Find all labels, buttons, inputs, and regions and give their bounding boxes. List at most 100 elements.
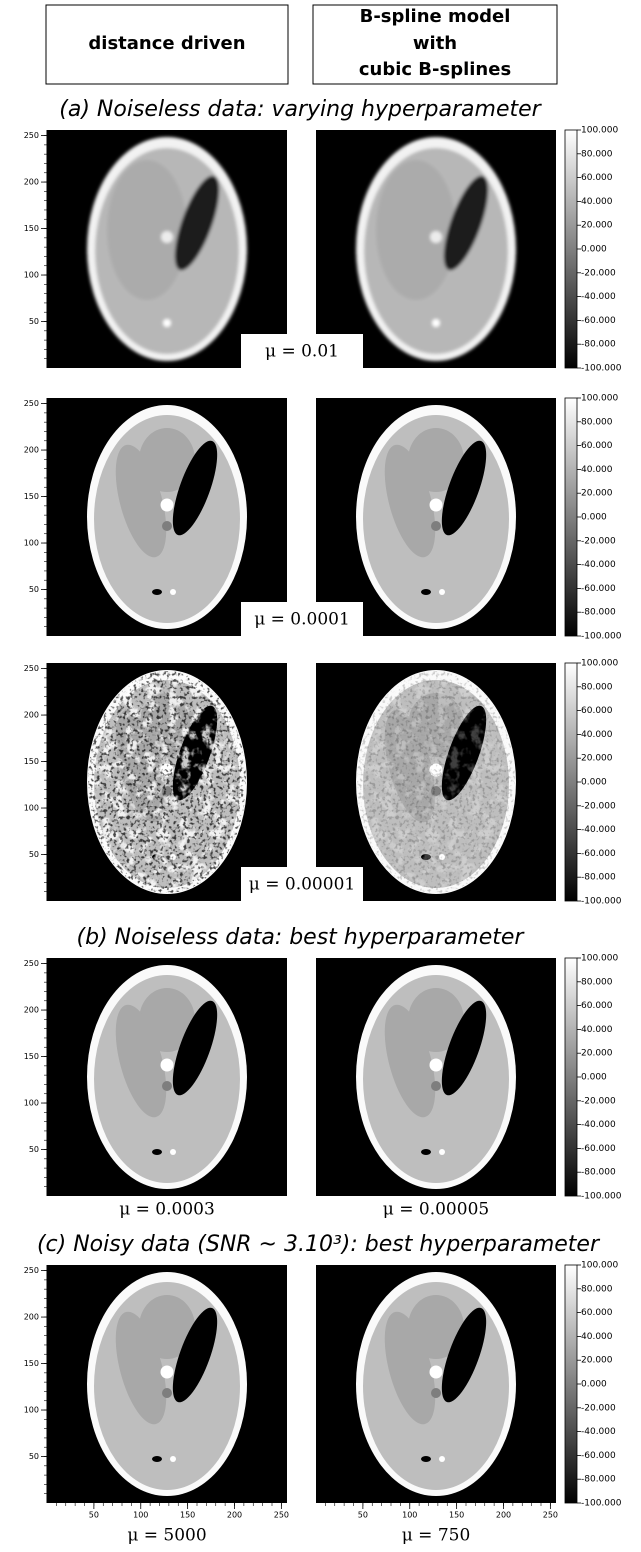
- colorbar-label: 0.000: [581, 778, 607, 788]
- x-tick-label: 150: [449, 1511, 464, 1520]
- y-tick-label: 250: [24, 131, 39, 140]
- y-tick-label: 100: [24, 271, 39, 280]
- colorbar: [564, 397, 578, 637]
- mu-label: μ = 0.01: [265, 342, 339, 362]
- colorbar-label: 80.000: [581, 417, 613, 427]
- x-tick-label: 50: [89, 1511, 99, 1520]
- colorbar-label: -40.000: [581, 1427, 616, 1437]
- noise-dark: [357, 671, 515, 893]
- colorbar-label: -100.000: [581, 364, 622, 374]
- section-title: (a) Noiseless data: varying hyperparamet…: [59, 97, 542, 122]
- mu-box: [241, 602, 363, 636]
- colorbar-label: -20.000: [581, 801, 616, 811]
- colorbar-label: 100.000: [581, 394, 618, 404]
- colorbar-label: -60.000: [581, 849, 616, 859]
- colorbar-label: 40.000: [581, 730, 613, 740]
- mu-label: μ = 0.0003: [119, 1200, 215, 1220]
- header-label: distance driven: [88, 33, 245, 54]
- colorbar-label: 0.000: [581, 245, 607, 255]
- colorbar-label: 0.000: [581, 1073, 607, 1083]
- colorbar-label: 0.000: [581, 1380, 607, 1390]
- header-label: B-spline model: [360, 6, 511, 27]
- y-tick-label: 250: [24, 399, 39, 408]
- colorbar-label: -20.000: [581, 268, 616, 278]
- x-tick-label: 250: [274, 1511, 289, 1520]
- colorbar-label: 60.000: [581, 1001, 613, 1011]
- y-tick-label: 200: [24, 1313, 39, 1322]
- x-tick-label: 200: [227, 1511, 242, 1520]
- colorbar-label: 100.000: [581, 954, 618, 964]
- section-title: (c) Noisy data (SNR ~ 3.10³): best hyper…: [37, 1232, 601, 1257]
- reconstruction-image: [47, 130, 287, 368]
- colorbar-label: 0.000: [581, 513, 607, 523]
- noise-dark: [88, 671, 246, 893]
- noise: [88, 671, 246, 893]
- header-label: with: [413, 33, 457, 54]
- colorbar-label: -60.000: [581, 316, 616, 326]
- y-tick-label: 50: [29, 850, 39, 859]
- colorbar-label: 20.000: [581, 754, 613, 764]
- y-tick-label: 150: [24, 492, 39, 501]
- colorbar: [564, 957, 578, 1197]
- colorbar-label: 80.000: [581, 977, 613, 987]
- colorbar-label: 60.000: [581, 706, 613, 716]
- y-tick-label: 150: [24, 757, 39, 766]
- y-tick-label: 100: [24, 804, 39, 813]
- colorbar: [564, 129, 578, 369]
- x-tick-label: 100: [402, 1511, 417, 1520]
- colorbar-label: -80.000: [581, 1168, 616, 1178]
- header-box: [312, 4, 558, 85]
- colorbar: [564, 662, 578, 902]
- y-tick-label: 100: [24, 1099, 39, 1108]
- y-tick-label: 200: [24, 178, 39, 187]
- header-label: cubic B-splines: [359, 59, 511, 80]
- mu-box: [241, 334, 363, 368]
- colorbar-label: -80.000: [581, 873, 616, 883]
- colorbar-label: -80.000: [581, 1475, 616, 1485]
- colorbar-label: -20.000: [581, 536, 616, 546]
- x-tick-label: 100: [133, 1511, 148, 1520]
- colorbar-label: -40.000: [581, 292, 616, 302]
- y-tick-label: 200: [24, 711, 39, 720]
- x-tick-label: 200: [496, 1511, 511, 1520]
- x-tick-label: 50: [358, 1511, 368, 1520]
- colorbar-label: -100.000: [581, 1499, 622, 1509]
- colorbar-label: -20.000: [581, 1403, 616, 1413]
- colorbar-label: 80.000: [581, 1284, 613, 1294]
- colorbar-label: 60.000: [581, 173, 613, 183]
- y-tick-label: 100: [24, 539, 39, 548]
- colorbar-label: -60.000: [581, 1451, 616, 1461]
- colorbar-label: 40.000: [581, 1025, 613, 1035]
- y-tick-label: 50: [29, 1145, 39, 1154]
- colorbar-label: 20.000: [581, 1356, 613, 1366]
- mu-label: μ = 0.00005: [383, 1200, 489, 1220]
- y-tick-label: 150: [24, 224, 39, 233]
- colorbar-label: 20.000: [581, 1049, 613, 1059]
- mu-label: μ = 750: [402, 1526, 471, 1546]
- y-tick-label: 250: [24, 1266, 39, 1275]
- colorbar-label: -100.000: [581, 897, 622, 907]
- y-tick-label: 100: [24, 1406, 39, 1415]
- y-tick-label: 250: [24, 664, 39, 673]
- colorbar-label: 100.000: [581, 126, 618, 136]
- colorbar-label: 60.000: [581, 1308, 613, 1318]
- reconstruction-image: [316, 398, 556, 636]
- reconstruction-image: [47, 1265, 287, 1503]
- colorbar-label: 20.000: [581, 221, 613, 231]
- reconstruction-image: [316, 958, 556, 1196]
- colorbar-label: -60.000: [581, 1144, 616, 1154]
- colorbar-label: 40.000: [581, 465, 613, 475]
- colorbar-label: 80.000: [581, 149, 613, 159]
- colorbar-label: 60.000: [581, 441, 613, 451]
- colorbar-label: -100.000: [581, 632, 622, 642]
- y-tick-label: 50: [29, 1452, 39, 1461]
- y-tick-label: 200: [24, 446, 39, 455]
- colorbar-label: 40.000: [581, 1332, 613, 1342]
- y-tick-label: 150: [24, 1359, 39, 1368]
- y-tick-label: 200: [24, 1006, 39, 1015]
- colorbar-label: -40.000: [581, 1120, 616, 1130]
- mu-label: μ = 0.0001: [254, 610, 350, 630]
- colorbar-label: 100.000: [581, 1261, 618, 1271]
- reconstruction-image: [316, 1265, 556, 1503]
